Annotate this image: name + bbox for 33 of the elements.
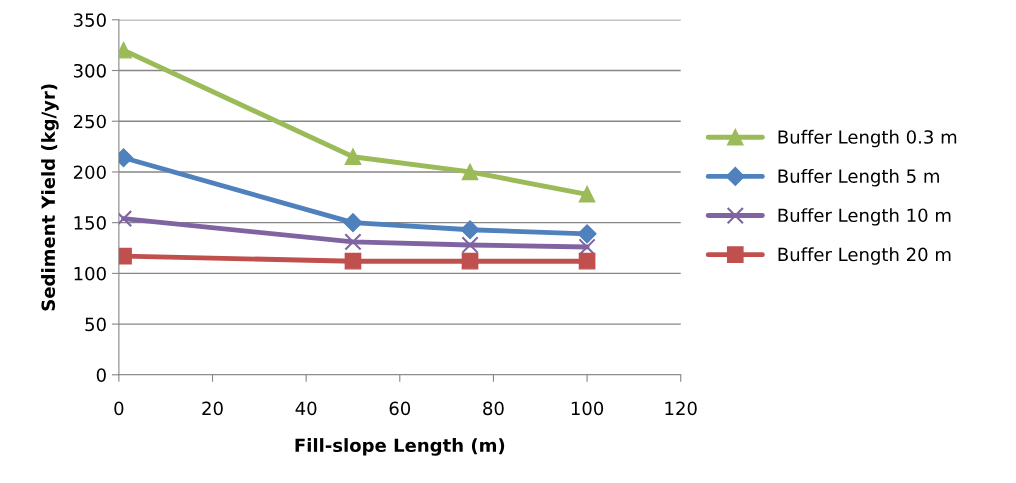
x-tick-label: 20 [202,401,223,416]
legend-label: Buffer Length 10 m [778,208,951,226]
point [578,252,596,270]
x-axis-title: Fill-slope Length (m) [295,438,505,456]
point [344,148,362,166]
point [344,233,362,251]
point [344,252,362,270]
x-tick-label: 120 [665,401,697,416]
legend-label: Buffer Length 0.3 m [778,129,957,148]
x-tick-label: 60 [389,401,411,416]
x-tick-label: 100 [571,401,604,416]
point [578,238,596,256]
point [578,185,596,203]
x-tick-label: 80 [483,401,504,416]
y-axis-title: Sediment Yield (kg/yr) [41,84,59,311]
point [461,252,479,270]
legend-label: Buffer Length 20 m [778,247,951,265]
y-tick-label: 350 [73,13,106,27]
y-tick-label: 250 [73,114,106,129]
y-tick-label: 0 [96,368,106,382]
y-tick-label: 150 [74,216,106,230]
x-tick-label: 0 [114,401,124,416]
y-tick-label: 300 [73,63,106,78]
point [577,224,597,244]
legend-label: Buffer Length 5 m [778,169,939,187]
y-tick-label: 50 [85,317,106,332]
y-tick-label: 200 [73,165,106,180]
point [460,220,480,240]
x-tick-label: 40 [295,401,317,416]
point [343,213,363,233]
y-tick-label: 100 [74,266,106,281]
point [461,236,479,254]
point [461,163,479,181]
